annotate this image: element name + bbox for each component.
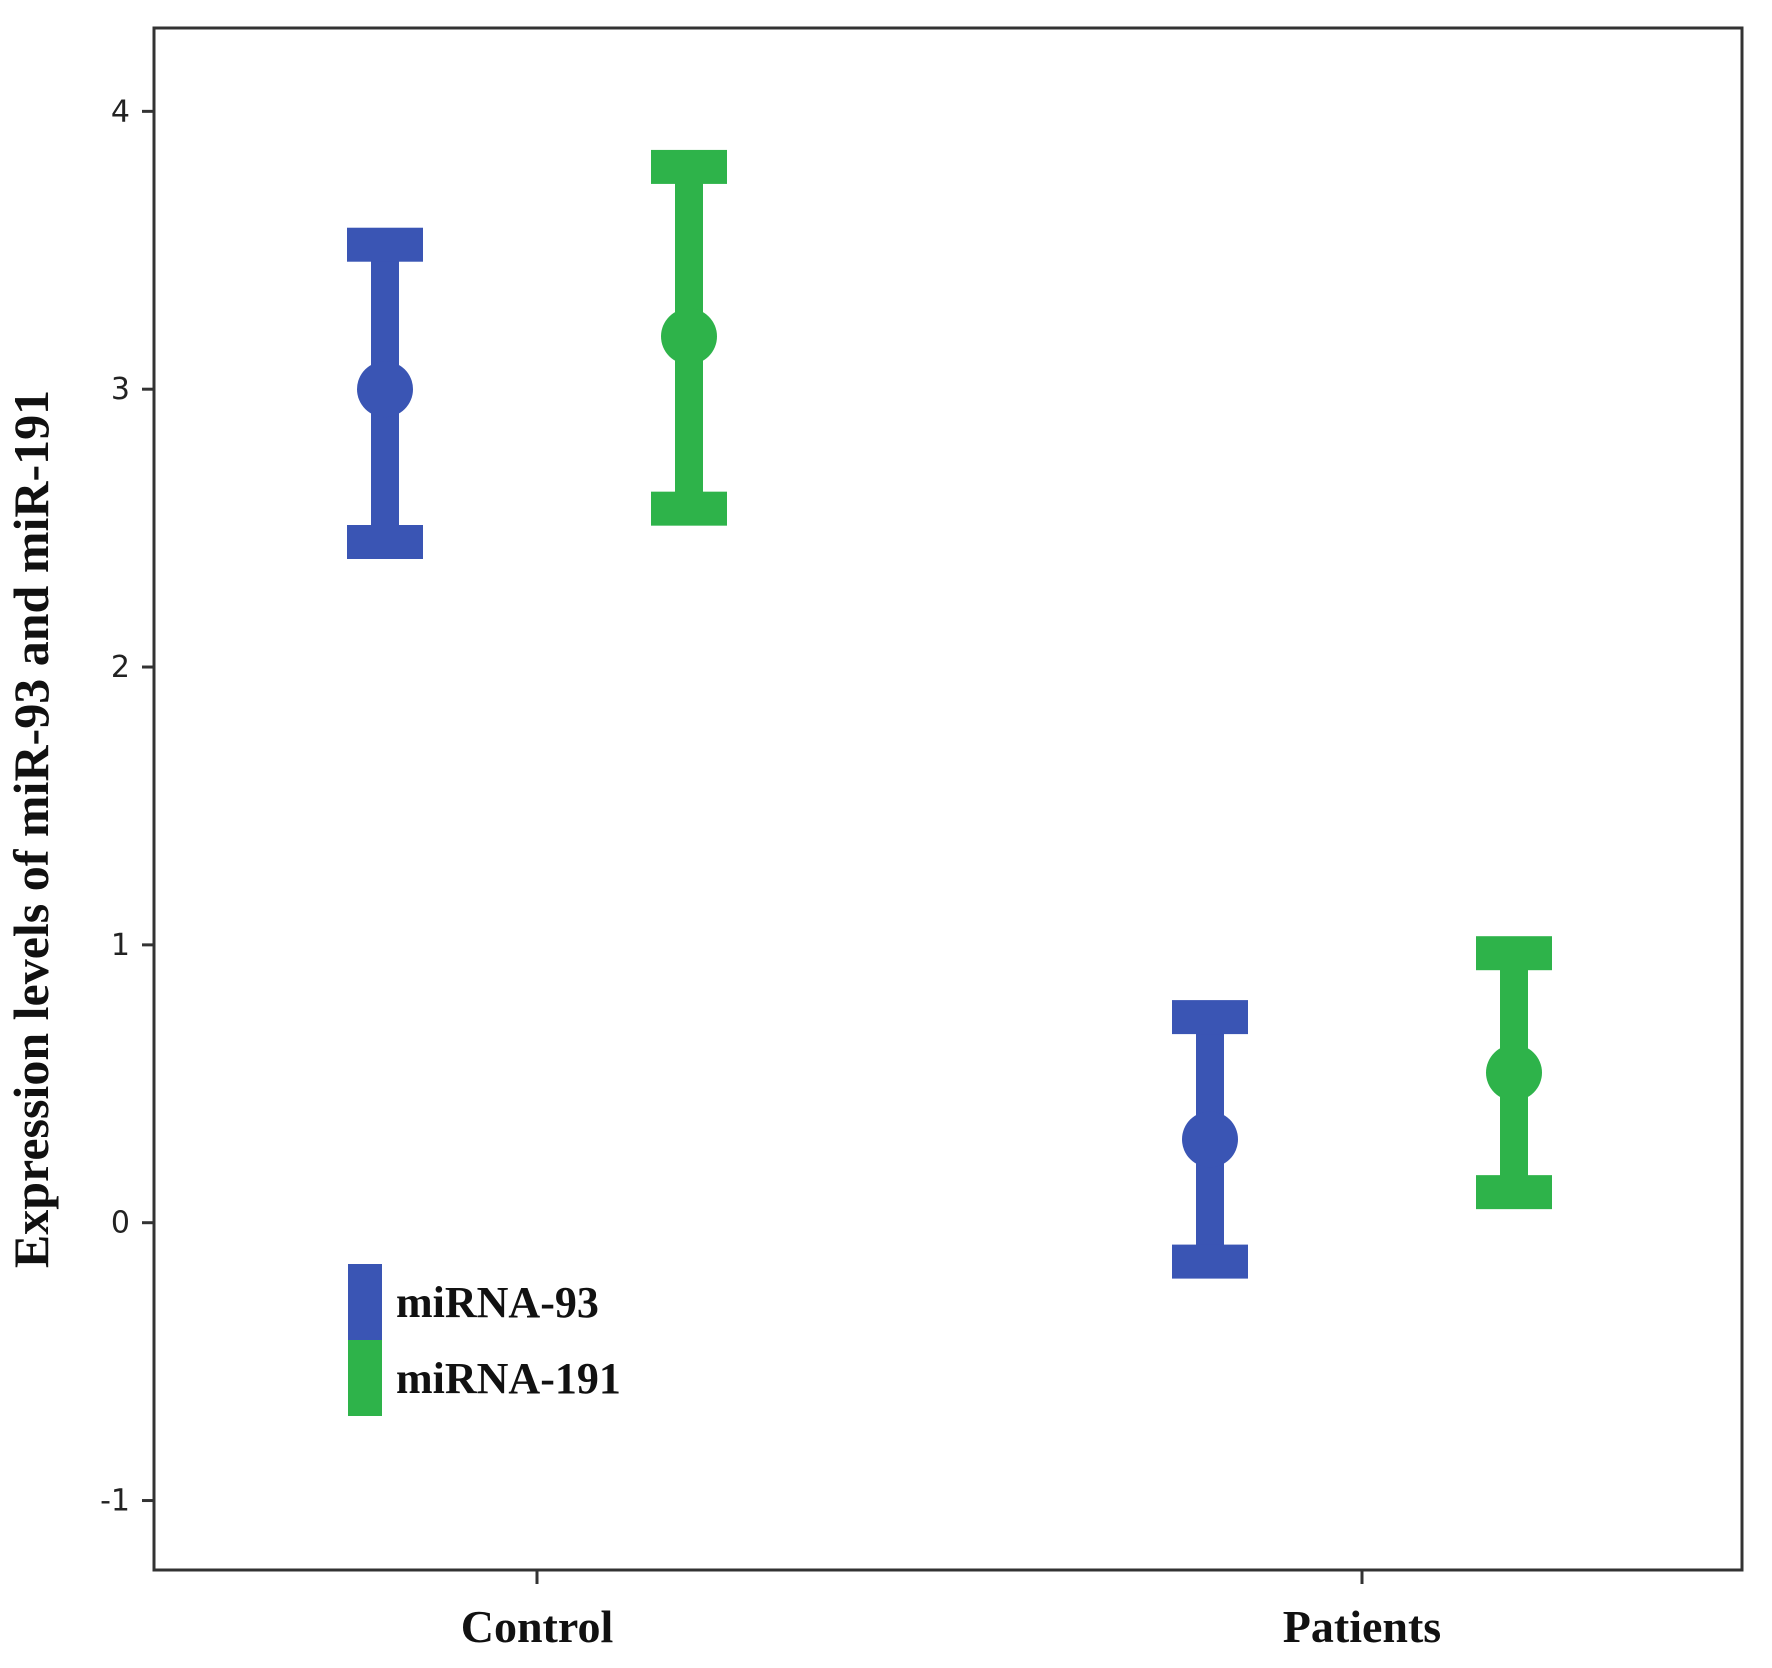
y-axis: -1 0 1 2 3 4 [100, 94, 154, 1519]
mean-point [661, 308, 717, 365]
y-tick-label: 4 [111, 94, 130, 129]
plot-frame [152, 26, 1744, 1572]
x-category-label: Control [461, 1601, 614, 1652]
series-layer [347, 149, 1552, 1279]
x-axis: Control Patients [461, 1570, 1441, 1652]
error-bar-mirna-191-control [651, 149, 727, 526]
error-bar-mirna-191-patients [1476, 936, 1552, 1210]
y-tick-label: 0 [111, 1206, 130, 1241]
mean-point [357, 361, 413, 418]
error-bar-lower-cap [347, 525, 423, 559]
error-bar-mirna-93-control [347, 227, 423, 559]
error-bar-upper-cap [347, 227, 423, 262]
error-bar-mirna-93-patients [1172, 1000, 1248, 1279]
error-bar-upper-cap [1172, 1000, 1248, 1035]
y-tick-label: 3 [111, 372, 130, 407]
y-tick-label: 2 [111, 650, 130, 685]
mean-point [1486, 1044, 1542, 1101]
error-bar-upper-cap [1476, 936, 1552, 971]
legend-label: miRNA-191 [396, 1354, 621, 1403]
y-tick-label: 1 [111, 928, 130, 963]
legend-label: miRNA-93 [396, 1278, 599, 1327]
error-bar-lower-cap [1172, 1244, 1248, 1279]
y-axis-title: Expression levels of miR-93 and miR-191 [3, 390, 59, 1268]
mean-point [1182, 1111, 1238, 1168]
error-bar-lower-cap [651, 491, 727, 526]
y-tick-label: -1 [100, 1484, 130, 1519]
legend-swatch [348, 1340, 382, 1416]
error-bar-upper-cap [651, 149, 727, 184]
x-category-label: Patients [1283, 1601, 1441, 1652]
error-bar-lower-cap [1476, 1175, 1552, 1210]
legend-swatch [348, 1264, 382, 1340]
legend: miRNA-93 miRNA-191 [348, 1264, 621, 1416]
